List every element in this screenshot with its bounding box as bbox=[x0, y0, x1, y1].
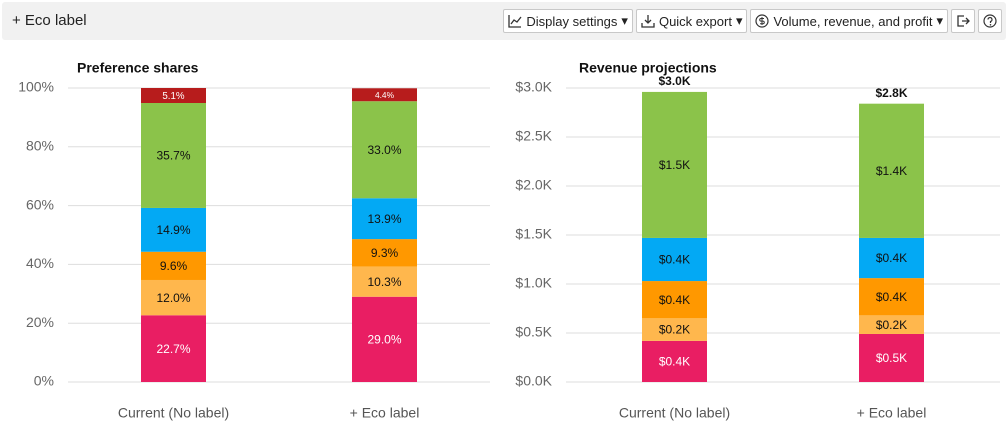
data-label: 4.4% bbox=[375, 90, 395, 100]
y-tick-label: 80% bbox=[26, 138, 54, 154]
data-label: 5.1% bbox=[162, 91, 185, 102]
button-label: Quick export bbox=[658, 13, 732, 29]
bar-segment bbox=[352, 296, 417, 382]
bar-segment bbox=[141, 315, 206, 382]
caret: ▾ bbox=[936, 13, 943, 28]
data-label: 9.6% bbox=[160, 259, 188, 273]
bar-segment bbox=[141, 279, 206, 316]
y-tick-label: $0.0K bbox=[515, 373, 552, 389]
help-icon bbox=[983, 14, 997, 28]
chart-title: Preference shares bbox=[77, 60, 199, 76]
bar-segment bbox=[352, 239, 417, 267]
data-label: 12.0% bbox=[156, 291, 190, 305]
bar-segment bbox=[859, 333, 924, 382]
quick-export-button[interactable]: Quick export ▾ bbox=[635, 9, 748, 33]
y-tick-label: $2.5K bbox=[515, 128, 552, 144]
caret: ▾ bbox=[621, 13, 628, 28]
y-tick-label: $1.5K bbox=[515, 226, 552, 242]
help-button[interactable] bbox=[978, 9, 1002, 33]
bar-segment bbox=[352, 198, 417, 240]
share-button[interactable] bbox=[951, 9, 975, 33]
chart-title: Revenue projections bbox=[579, 60, 717, 76]
button-label: Volume, revenue, and profit bbox=[773, 13, 933, 29]
data-label: $0.4K bbox=[659, 293, 690, 307]
data-label: 9.3% bbox=[371, 246, 399, 260]
y-tick-label: $0.5K bbox=[515, 324, 552, 340]
data-label: $0.2K bbox=[876, 318, 907, 332]
bar-segment bbox=[352, 101, 417, 199]
y-tick-label: 60% bbox=[26, 196, 54, 212]
y-tick-label: 20% bbox=[26, 314, 54, 330]
x-tick-label: Current (No label) bbox=[118, 405, 229, 421]
x-tick-label: Current (No label) bbox=[619, 405, 730, 421]
y-tick-label: 100% bbox=[18, 79, 54, 95]
display-settings-button[interactable]: Display settings ▾ bbox=[503, 9, 633, 33]
bar-segment bbox=[141, 88, 206, 103]
download-icon bbox=[641, 15, 655, 28]
y-tick-label: $3.0K bbox=[515, 79, 552, 95]
data-label: 35.7% bbox=[156, 149, 190, 163]
y-tick-label: 0% bbox=[34, 373, 54, 389]
data-label: 29.0% bbox=[367, 333, 401, 347]
data-label: 13.9% bbox=[367, 212, 401, 226]
x-tick-label: + Eco label bbox=[350, 405, 420, 421]
bar-segment bbox=[141, 251, 206, 280]
bar-segment bbox=[859, 315, 924, 334]
bar-segment bbox=[859, 237, 924, 279]
data-label: $1.5K bbox=[659, 158, 690, 172]
data-label: $0.4K bbox=[659, 253, 690, 267]
chart-icon bbox=[508, 15, 522, 28]
bar-segment bbox=[859, 103, 924, 238]
data-label: $0.4K bbox=[659, 355, 690, 369]
data-label: $1.4K bbox=[876, 164, 907, 178]
caret: ▾ bbox=[735, 13, 743, 28]
data-label: $0.4K bbox=[876, 251, 907, 265]
total-label: $2.8K bbox=[875, 86, 907, 100]
x-tick-label: + Eco label bbox=[857, 405, 927, 421]
bar-segment bbox=[642, 340, 707, 382]
bar-segment bbox=[352, 88, 417, 102]
y-tick-label: $2.0K bbox=[515, 177, 552, 193]
bar-segment bbox=[141, 207, 206, 252]
bar-segment bbox=[352, 266, 417, 297]
data-label: 14.9% bbox=[156, 223, 190, 237]
data-label: 22.7% bbox=[156, 342, 190, 356]
data-label: $0.5K bbox=[876, 351, 907, 365]
bar-segment bbox=[642, 91, 707, 238]
bar-segment bbox=[642, 237, 707, 282]
data-label: 10.3% bbox=[367, 275, 401, 289]
y-tick-label: 40% bbox=[26, 255, 54, 271]
bar-segment bbox=[642, 281, 707, 319]
data-label: $0.4K bbox=[876, 290, 907, 304]
bar-segment bbox=[141, 102, 206, 208]
bar-segment bbox=[642, 318, 707, 341]
button-label: Display settings bbox=[526, 13, 618, 29]
data-label: 33.0% bbox=[367, 143, 401, 157]
bar-segment bbox=[859, 278, 924, 316]
data-label: $0.2K bbox=[659, 323, 690, 337]
metric-button[interactable]: Volume, revenue, and profit ▾ bbox=[750, 9, 948, 33]
y-tick-label: $1.0K bbox=[515, 275, 552, 291]
scenario-label: + Eco label bbox=[12, 12, 87, 29]
exit-icon bbox=[957, 15, 970, 27]
toolbar: + Eco label Display settings ▾ Quick expo… bbox=[2, 2, 1006, 40]
dollar-icon bbox=[755, 14, 770, 28]
toolbar-buttons: Display settings ▾ Quick export ▾ Volume, … bbox=[503, 9, 1002, 33]
total-label: $3.0K bbox=[658, 74, 690, 88]
